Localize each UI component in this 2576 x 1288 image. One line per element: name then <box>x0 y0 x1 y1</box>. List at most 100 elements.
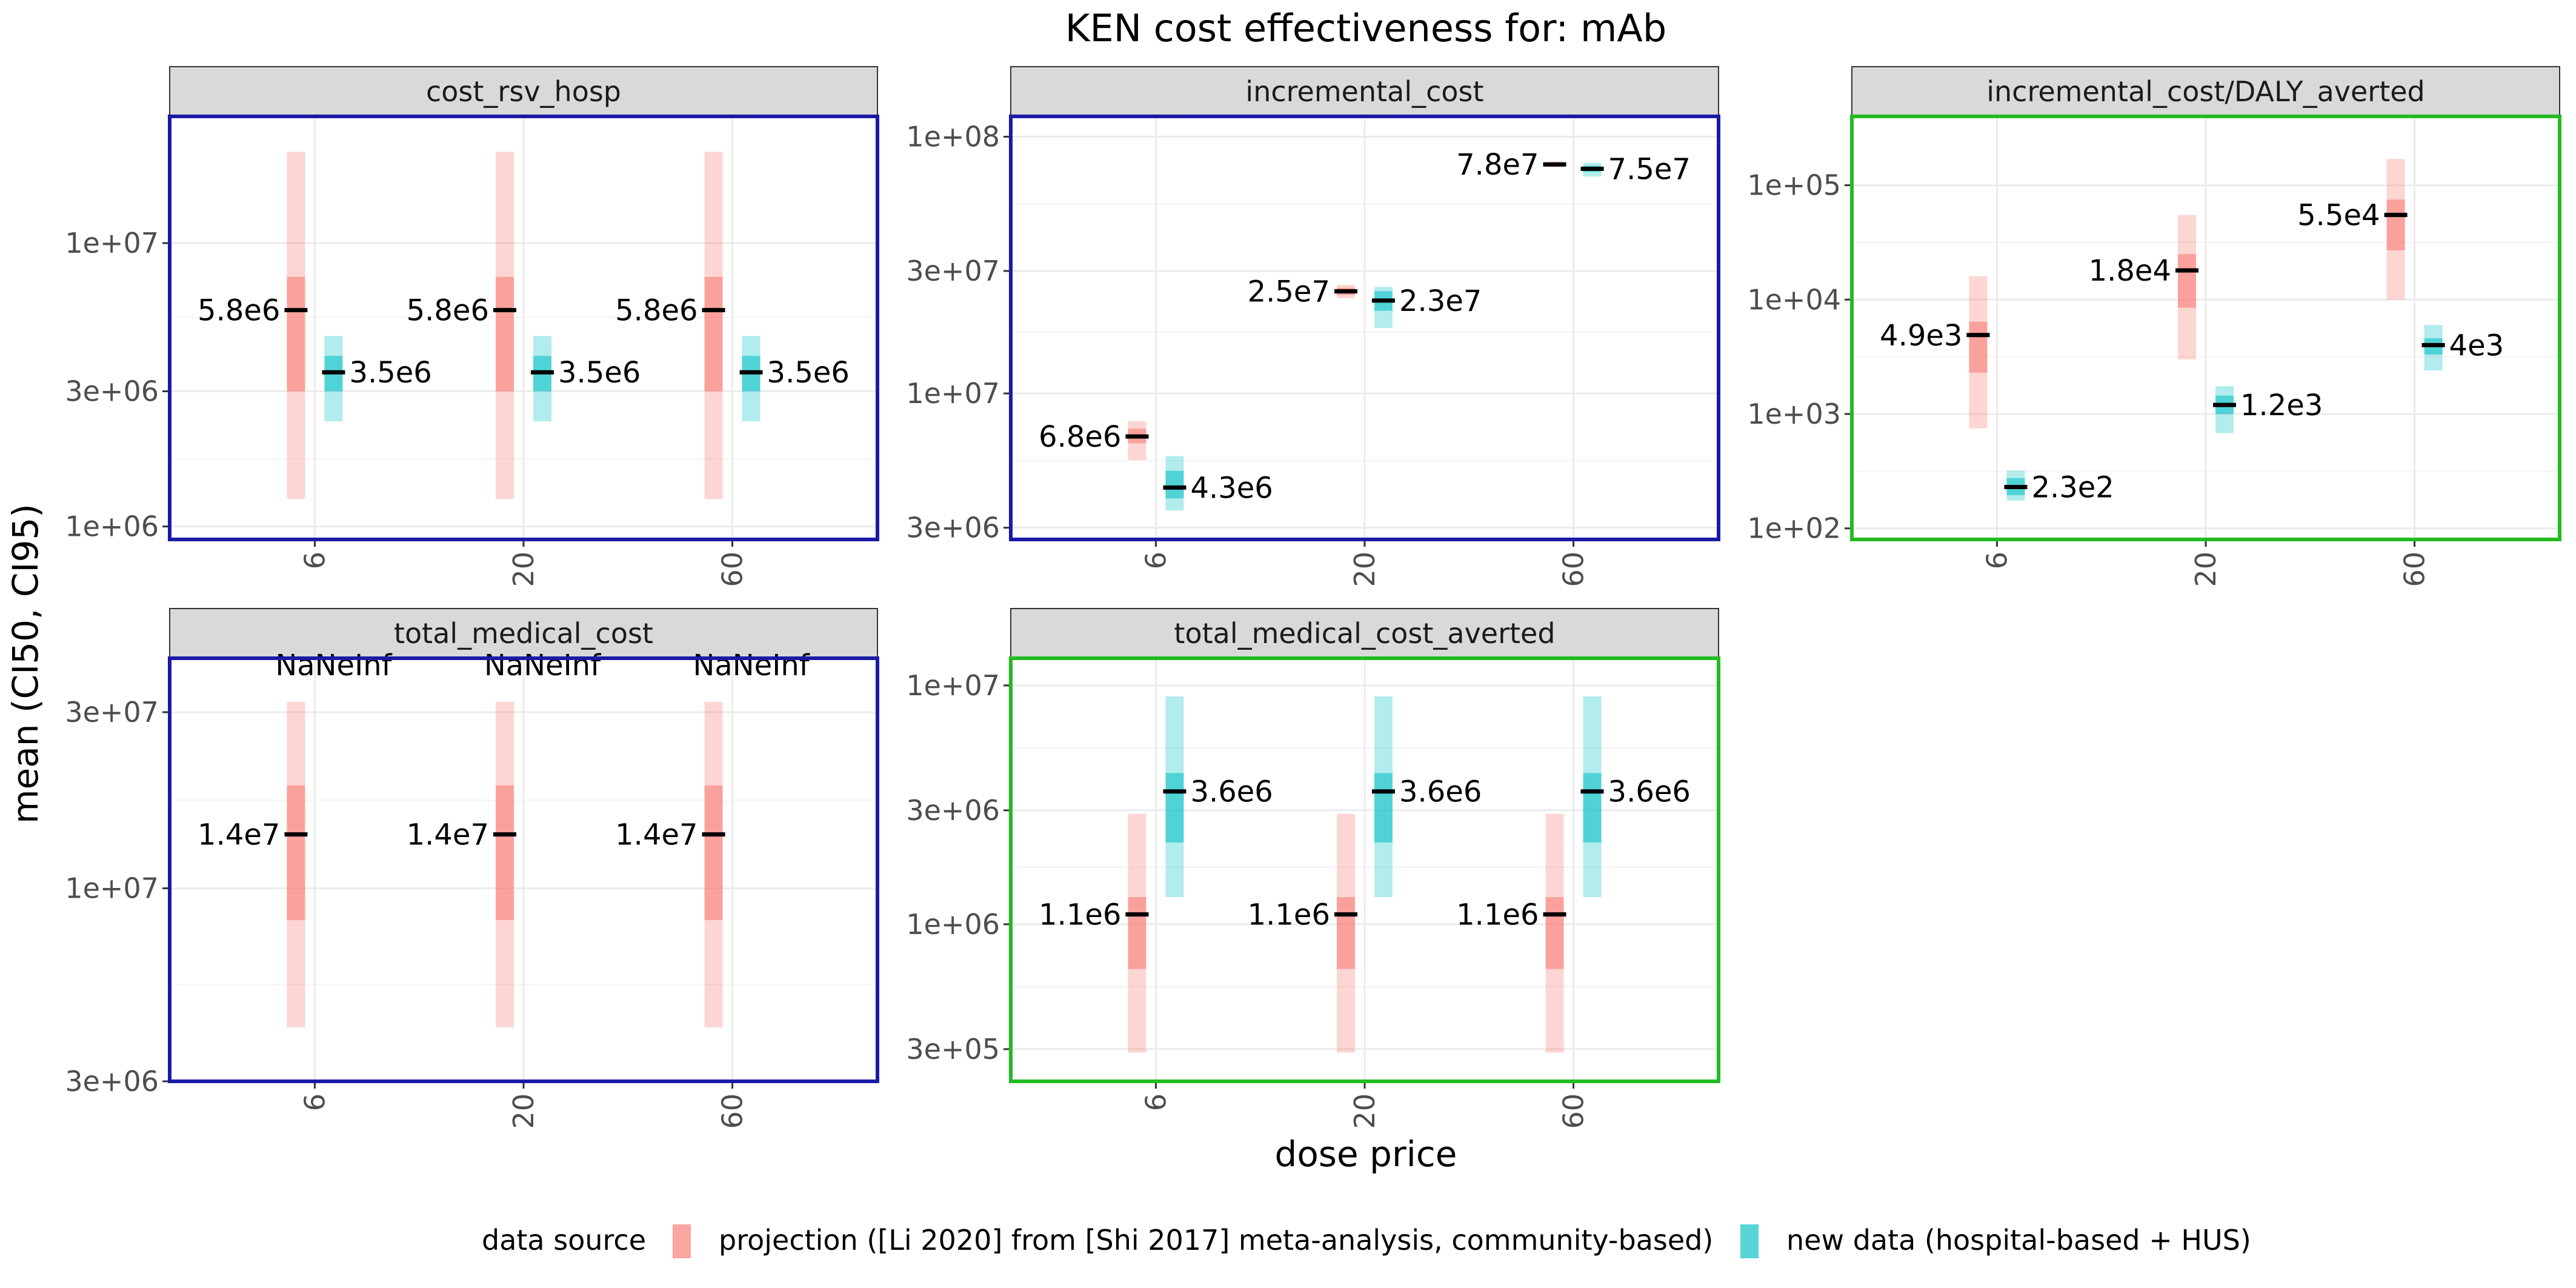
x-tick-label: 6 <box>1139 1093 1172 1111</box>
panel-strip <box>1851 66 2560 117</box>
newdata-ci50-bar <box>1583 773 1602 843</box>
projection-ci50-bar <box>496 276 514 392</box>
panels: cost_rsv_hosp 1e+06 3e+06 1e+07 6 20 60 5.8e6 5.… <box>65 66 2561 1129</box>
projection-label: 1.8e4 <box>2089 254 2171 288</box>
panel-border <box>1009 656 1720 1083</box>
newdata-ci50-bar <box>1374 773 1393 843</box>
newdata-label: 3.6e6 <box>1608 775 1691 809</box>
projection-label: 5.8e6 <box>407 294 489 328</box>
projection-label: 6.8e6 <box>1039 420 1121 454</box>
y-tick-label: 1e+07 <box>65 872 159 905</box>
legend-label-newdata: new data (hospital-based + HUS) <box>1786 1224 2251 1256</box>
newdata-ci50-bar <box>1165 773 1184 843</box>
panel-strip-label: total_medical_cost_averted <box>1174 617 1555 650</box>
y-tick-label: 1e+06 <box>65 510 159 543</box>
newdata-label: 3.6e6 <box>1399 775 1482 809</box>
y-tick-label: 1e+08 <box>906 121 1000 153</box>
y-tick-label: 3e+05 <box>906 1033 1000 1066</box>
panel-border <box>1009 115 1720 541</box>
newdata-label: 7.5e7 <box>1608 152 1691 186</box>
projection-ci50-bar <box>1545 897 1564 969</box>
newdata-label: 2.3e2 <box>2031 470 2114 504</box>
x-tick-label: 6 <box>298 552 331 569</box>
projection-ci50-bar <box>1337 897 1355 969</box>
projection-ci50-bar <box>2386 199 2405 250</box>
x-tick-label: 20 <box>507 552 540 587</box>
x-tick-label: 6 <box>298 1093 331 1111</box>
newdata-label: NaNeInf <box>275 649 392 682</box>
panel-strip-label: cost_rsv_hosp <box>426 75 621 108</box>
projection-label: 4.9e3 <box>1880 319 1962 353</box>
panel-incremental-cost: incremental_cost 3e+06 1e+07 3e+07 1e+08 6 20 6… <box>906 66 1720 587</box>
chart-title: KEN cost effectiveness for: mAb <box>1065 6 1666 50</box>
projection-label: 1.4e7 <box>615 818 697 852</box>
x-tick-label: 60 <box>2398 552 2431 587</box>
panel-strip <box>169 66 878 117</box>
y-tick-label: 3e+07 <box>65 696 159 729</box>
projection-label: 1.4e7 <box>407 818 489 852</box>
newdata-label: 3.5e6 <box>349 356 431 390</box>
y-tick-label: 1e+06 <box>906 908 1000 941</box>
newdata-label: 3.5e6 <box>767 356 850 390</box>
newdata-label: 3.6e6 <box>1190 775 1273 809</box>
newdata-ci50-bar <box>1165 470 1184 499</box>
projection-label: 5.8e6 <box>198 294 280 328</box>
legend: data source projection ([Li 2020] from [S… <box>482 1224 2251 1258</box>
y-axis-title: mean (CI50, CI95) <box>5 504 46 824</box>
y-tick-label: 3e+07 <box>906 255 1000 287</box>
y-tick-label: 3e+06 <box>65 375 159 408</box>
projection-label: 1.1e6 <box>1456 898 1539 932</box>
projection-label: 1.1e6 <box>1248 898 1330 932</box>
x-tick-label: 20 <box>1348 1093 1381 1129</box>
x-tick-label: 60 <box>716 552 749 587</box>
projection-label: 7.8e7 <box>1456 148 1539 182</box>
x-tick-label: 20 <box>507 1093 540 1129</box>
y-tick-label: 3e+06 <box>65 1065 159 1098</box>
projection-ci50-bar <box>1969 321 1988 373</box>
panel-strip <box>1010 608 1719 659</box>
projection-ci50-bar <box>704 785 723 921</box>
projection-label: 2.5e7 <box>1248 275 1330 309</box>
newdata-label: 3.5e6 <box>558 356 641 390</box>
y-tick-label: 1e+07 <box>906 377 1000 410</box>
x-tick-label: 60 <box>1557 552 1590 587</box>
y-tick-label: 1e+04 <box>1747 283 1841 316</box>
panel-border <box>168 656 879 1083</box>
y-tick-label: 3e+06 <box>906 512 1000 544</box>
projection-ci50-bar <box>2178 254 2196 308</box>
projection-ci50-bar <box>287 276 305 392</box>
panel-border <box>1850 115 2561 541</box>
y-tick-label: 1e+05 <box>1747 169 1841 202</box>
newdata-label: NaNeInf <box>693 649 810 682</box>
panel-border <box>168 115 879 541</box>
legend-label-projection: projection ([Li 2020] from [Shi 2017] me… <box>719 1224 1713 1256</box>
panel-total-medical-cost: total_medical_cost 3e+06 1e+07 3e+07 6 20 60 1.… <box>65 608 879 1129</box>
newdata-label: 4.3e6 <box>1190 471 1273 505</box>
y-tick-label: 1e+07 <box>906 669 1000 702</box>
legend-key-projection <box>673 1224 691 1258</box>
panel-total-medical-cost-averted: total_medical_cost_averted 3e+05 1e+06 3e+0… <box>906 608 1720 1129</box>
projection-label: 5.5e4 <box>2297 199 2380 233</box>
x-tick-label: 6 <box>1139 552 1172 569</box>
y-tick-label: 1e+02 <box>1747 512 1841 545</box>
x-tick-label: 20 <box>2189 552 2222 587</box>
newdata-label: 4e3 <box>2449 329 2504 362</box>
panel-strip <box>1010 66 1719 117</box>
legend-title: data source <box>482 1224 646 1256</box>
x-tick-label: 60 <box>716 1093 749 1129</box>
legend-key-newdata <box>1740 1224 1759 1258</box>
y-tick-label: 3e+06 <box>906 794 1000 827</box>
panel-strip-label: total_medical_cost <box>394 617 653 650</box>
x-tick-label: 60 <box>1557 1093 1590 1129</box>
panel-cost-rsv-hosp: cost_rsv_hosp 1e+06 3e+06 1e+07 6 20 60 5.8e6 5.… <box>65 66 879 587</box>
panel-incremental-cost-daly-averted: incremental_cost/DALY_averted 1e+02 1e+03 1… <box>1747 66 2561 587</box>
projection-ci50-bar <box>1128 897 1147 969</box>
newdata-label: NaNeInf <box>484 649 601 682</box>
y-tick-label: 1e+03 <box>1747 398 1841 430</box>
projection-ci50-bar <box>287 785 305 921</box>
x-tick-label: 20 <box>1348 552 1381 587</box>
newdata-label: 1.2e3 <box>2240 389 2323 422</box>
y-tick-label: 1e+07 <box>65 227 159 259</box>
projection-ci50-bar <box>496 785 514 921</box>
